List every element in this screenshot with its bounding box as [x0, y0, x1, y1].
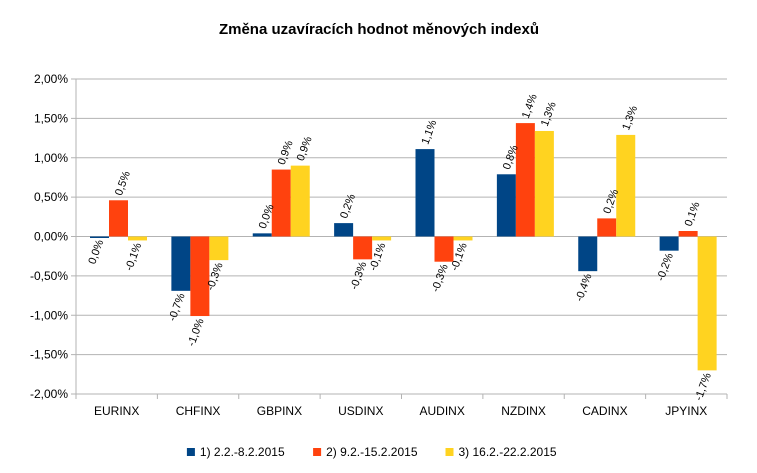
legend-label: 1) 2.2.-8.2.2015 [200, 445, 285, 459]
y-tick-label: 1,50% [34, 111, 68, 125]
data-label: 0,2% [338, 192, 358, 220]
bar [697, 236, 717, 371]
category-label: USDINX [338, 404, 383, 418]
y-tick-label: -1,50% [30, 348, 68, 362]
legend: 1) 2.2.-8.2.2015 2) 9.2.-15.2.2015 3) 16.2… [186, 445, 557, 459]
legend-swatch [186, 448, 195, 456]
x-axis-category-labels: EURINX CHFINX GBPINX USDINX AUDINX NZDINX CADI… [94, 404, 707, 418]
data-label: -0,7% [167, 292, 188, 323]
legend-swatch [445, 448, 454, 456]
data-label: -1,7% [693, 371, 714, 402]
data-label: -0,1% [123, 241, 144, 272]
data-label: -0,3% [430, 262, 451, 293]
bar [290, 165, 310, 237]
y-tick-label: 0,50% [34, 190, 68, 204]
y-tick-label: 0,00% [34, 230, 68, 244]
bar [109, 200, 128, 237]
bar [616, 134, 636, 237]
bar [90, 236, 109, 238]
y-tick-label: 2,00% [34, 72, 68, 86]
y-axis-tick-labels: 2,00% 1,50% 1,00% 0,50% 0,00% -0,50% -1,00% -1,… [30, 72, 68, 401]
axes [75, 79, 728, 399]
data-label: 0,5% [113, 169, 133, 197]
bar [578, 236, 598, 272]
y-tick-label: -2,00% [30, 387, 68, 401]
bar [171, 236, 191, 291]
bar [496, 174, 516, 237]
data-label: 0,9% [295, 135, 315, 163]
data-label: 1,4% [520, 92, 540, 120]
chart-title: Změna uzavíracích hodnot měnových indexů [219, 21, 539, 38]
data-label: -0,4% [573, 272, 594, 303]
bar [190, 236, 210, 317]
bar [659, 236, 679, 251]
legend-label: 2) 9.2.-15.2.2015 [326, 445, 418, 459]
bar [597, 218, 617, 237]
bar [453, 236, 473, 241]
legend-swatch [313, 448, 322, 456]
bar [271, 169, 291, 237]
data-label: 0,1% [683, 200, 703, 228]
data-label: 1,3% [539, 100, 559, 128]
y-tick-label: -1,00% [30, 308, 68, 322]
data-label: 1,1% [420, 118, 440, 146]
bar [372, 236, 392, 241]
legend-label: 3) 16.2.-22.2.2015 [459, 445, 557, 459]
bar [252, 233, 272, 237]
bars [90, 123, 717, 371]
category-label: NZDINX [501, 404, 546, 418]
bar [415, 149, 435, 237]
data-label: 0,9% [276, 139, 296, 167]
bar [534, 130, 554, 237]
bar [434, 236, 454, 262]
data-label: 0,0% [86, 238, 106, 266]
data-label: -0,2% [655, 251, 676, 282]
category-label: CADINX [582, 404, 627, 418]
bar [128, 236, 147, 241]
y-tick-label: -0,50% [30, 269, 68, 283]
bar [209, 236, 229, 261]
bar [334, 223, 354, 237]
bar [515, 123, 535, 237]
category-label: GBPINX [257, 404, 302, 418]
bar [353, 236, 373, 260]
category-label: JPYINX [665, 404, 707, 418]
bar [678, 230, 698, 237]
category-label: AUDINX [420, 404, 465, 418]
data-label: -1,0% [186, 317, 207, 348]
y-tick-label: 1,00% [34, 151, 68, 165]
category-label: CHFINX [176, 404, 221, 418]
category-label: EURINX [94, 404, 139, 418]
